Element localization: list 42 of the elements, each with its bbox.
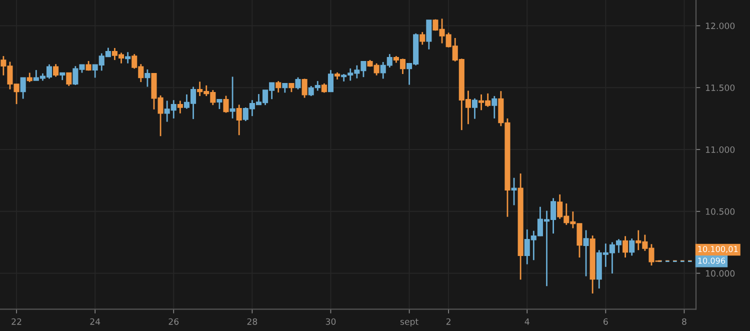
x-tick-label: 26 <box>168 318 179 325</box>
x-tick-label: 28 <box>247 318 258 325</box>
x-tick-label: 2 <box>446 318 450 325</box>
x-tick-label: sept <box>400 318 418 327</box>
candlestick <box>511 177 517 206</box>
x-tick-label: 24 <box>90 318 100 325</box>
y-tick-label: 11.500 <box>706 84 735 92</box>
candlestick <box>629 238 635 256</box>
candlestick <box>295 76 301 90</box>
candlestick <box>321 82 327 94</box>
candlestick <box>622 235 628 258</box>
ref-line-label: 10.100,01 <box>698 246 738 253</box>
y-tick-label: 11.000 <box>706 146 735 153</box>
y-tick-label: 10.000 <box>706 270 735 277</box>
candlestick <box>53 63 59 78</box>
candlestick <box>230 76 236 120</box>
candlestick <box>66 72 72 87</box>
y-tick-label: 10.500 <box>706 208 735 215</box>
candlestick <box>26 72 32 83</box>
candlestick <box>144 68 150 88</box>
candlestick <box>492 95 498 120</box>
candlestick <box>236 104 242 136</box>
y-tick-label: 12.000 <box>706 22 735 30</box>
candlestick <box>472 98 478 120</box>
candlestick <box>328 69 334 92</box>
x-tick-label: 8 <box>682 318 686 325</box>
candlestick <box>223 95 229 114</box>
candlestick <box>302 78 308 98</box>
x-tick-label: 6 <box>604 318 608 325</box>
x-tick-label: 30 <box>326 318 336 325</box>
ref-line-label: 10.096 <box>698 258 726 264</box>
candlestick <box>426 19 432 50</box>
candlestick <box>125 51 131 64</box>
candlestick <box>282 82 288 94</box>
candlestick <box>177 100 183 114</box>
candlestick <box>420 31 426 46</box>
candlestick <box>276 80 282 94</box>
candlestick <box>20 77 26 100</box>
x-tick-label: 22 <box>12 318 22 325</box>
x-tick-label: 4 <box>524 318 530 325</box>
candlestick <box>583 230 589 277</box>
candlestick <box>216 98 222 110</box>
